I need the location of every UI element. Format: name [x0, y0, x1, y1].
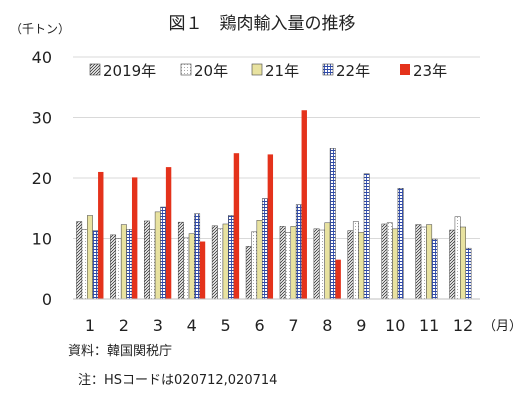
bar — [290, 226, 297, 300]
x-tick-label: 4 — [187, 316, 197, 335]
bar — [449, 229, 456, 300]
bar — [160, 206, 167, 300]
bar — [279, 226, 286, 300]
bar — [76, 221, 83, 300]
bar — [222, 223, 229, 300]
legend-label: 21年 — [265, 62, 299, 80]
bar — [392, 228, 399, 300]
x-axis-unit-label: （月） — [483, 319, 522, 334]
bar — [194, 213, 201, 300]
legend-swatch — [322, 63, 334, 76]
bar — [313, 228, 320, 300]
bar — [217, 228, 224, 300]
x-tick-label: 2 — [119, 316, 129, 335]
bar — [228, 215, 234, 300]
bar — [324, 222, 331, 300]
bar — [92, 230, 99, 300]
bar — [295, 204, 302, 300]
x-tick-label: 11 — [419, 316, 439, 335]
bar — [188, 233, 195, 300]
y-axis-unit-label: （千トン） — [10, 22, 71, 36]
bar — [363, 173, 370, 300]
bar — [431, 238, 438, 300]
y-tick-label: 0 — [42, 290, 52, 309]
legend-label: 23年 — [413, 62, 447, 80]
bar — [397, 188, 404, 300]
bar — [211, 225, 218, 300]
bar — [115, 238, 122, 300]
bar — [251, 231, 258, 300]
legend-swatch — [251, 63, 263, 76]
y-tick-label: 10 — [32, 230, 52, 249]
bar — [381, 223, 388, 300]
legend-swatch — [400, 64, 410, 75]
x-tick-label: 7 — [288, 316, 298, 335]
bar — [245, 246, 252, 300]
bar — [358, 232, 365, 300]
x-tick-label: 5 — [221, 316, 231, 335]
bar — [144, 220, 150, 300]
bar — [177, 221, 184, 300]
bar — [110, 234, 117, 300]
x-tick-label: 6 — [254, 316, 264, 335]
legend-label: 20年 — [194, 62, 228, 80]
bar — [285, 232, 292, 300]
chart-title: 図１ 鶏肉輸入量の推移 — [168, 14, 356, 34]
source-note: 資料：韓国関税庁 — [68, 344, 173, 359]
bar — [183, 237, 190, 300]
bar — [256, 220, 263, 300]
y-tick-label: 20 — [32, 169, 52, 188]
bar — [154, 211, 161, 300]
bar — [319, 229, 325, 300]
bar — [126, 229, 133, 300]
x-tick-label: 12 — [453, 316, 473, 335]
bar — [261, 198, 268, 300]
bar — [352, 221, 359, 300]
y-tick-label: 40 — [32, 48, 52, 67]
x-tick-label: 3 — [153, 316, 163, 335]
legend-swatch — [89, 63, 101, 76]
bar — [329, 148, 336, 300]
y-tick-label: 30 — [32, 109, 52, 128]
bar — [460, 226, 466, 300]
bar — [335, 259, 341, 299]
footnote: 注：HSコードは020712,020714 — [78, 373, 278, 388]
bar — [426, 224, 433, 300]
bar — [386, 222, 393, 300]
bar — [420, 226, 427, 300]
legend-label: 2019年 — [103, 62, 156, 80]
bar — [131, 177, 138, 299]
x-tick-label: 8 — [322, 316, 332, 335]
bar — [465, 247, 472, 300]
bar — [415, 224, 422, 300]
bar — [98, 171, 104, 299]
bar — [347, 230, 354, 300]
bar — [81, 229, 88, 300]
legend-swatch — [180, 63, 192, 76]
bar — [301, 110, 307, 300]
bar — [87, 215, 93, 300]
bar — [165, 167, 172, 299]
bar — [233, 153, 240, 299]
legend-label: 22年 — [336, 62, 370, 80]
x-tick-label: 9 — [356, 316, 366, 335]
bar — [120, 224, 127, 300]
bar — [267, 154, 274, 299]
bar — [454, 216, 461, 300]
bar — [149, 229, 156, 300]
x-tick-label: 1 — [85, 316, 95, 335]
bar — [199, 241, 206, 299]
x-tick-label: 10 — [385, 316, 405, 335]
